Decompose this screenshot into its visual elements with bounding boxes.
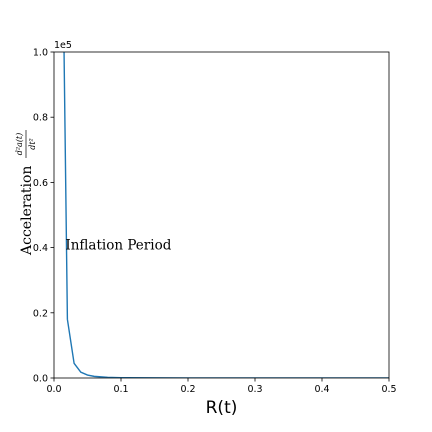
x-tick-label: 0.0 [46, 384, 61, 395]
y-tick-label: 1.0 [33, 48, 48, 59]
y-axis-label: Acceleration [19, 166, 35, 256]
y-axis-label-group: Acceleration d²a(t) dt² [15, 130, 37, 256]
y-tick-label: 0.0 [33, 374, 48, 385]
y-axis-label-numerator: d²a(t) [15, 133, 24, 156]
y-axis-label-denominator: dt² [28, 138, 37, 150]
axes-frame [53, 51, 390, 379]
y-tick-label: 0.4 [33, 243, 48, 254]
x-tick-label: 0.2 [180, 384, 195, 395]
plot-area [54, 52, 389, 378]
x-tick-label: 0.1 [113, 384, 128, 395]
x-tick-label: 0.3 [247, 384, 262, 395]
x-tick-label: 0.5 [381, 384, 396, 395]
x-axis-ticks: 0.0 0.1 0.2 0.3 0.4 0.5 [46, 378, 397, 395]
y-axis-ticks: 0.0 0.2 0.4 0.6 0.8 1.0 [33, 48, 54, 385]
x-axis-label: R(t) [206, 398, 238, 418]
x-tick-label: 0.4 [314, 384, 329, 395]
y-offset-label: 1e5 [54, 40, 72, 51]
y-tick-label: 0.8 [33, 113, 48, 124]
y-tick-label: 0.2 [33, 308, 48, 319]
y-tick-label: 0.6 [33, 178, 48, 189]
annotation-inflation-period: Inflation Period [65, 237, 171, 253]
